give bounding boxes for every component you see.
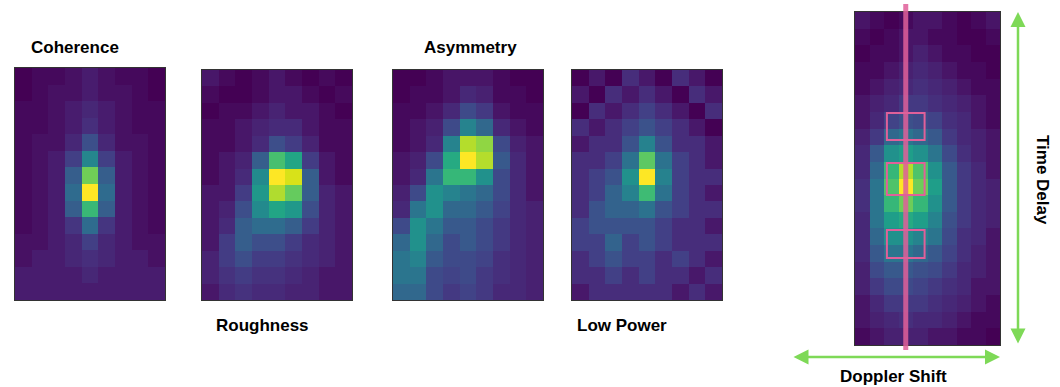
svg-text:Low Power: Low Power — [577, 316, 667, 335]
svg-text:Doppler Shift: Doppler Shift — [840, 367, 947, 386]
svg-text:Roughness: Roughness — [216, 316, 309, 335]
svg-text:Asymmetry: Asymmetry — [424, 38, 517, 57]
svg-text:Time Delay: Time Delay — [1033, 135, 1052, 225]
svg-text:Coherence: Coherence — [31, 38, 119, 57]
